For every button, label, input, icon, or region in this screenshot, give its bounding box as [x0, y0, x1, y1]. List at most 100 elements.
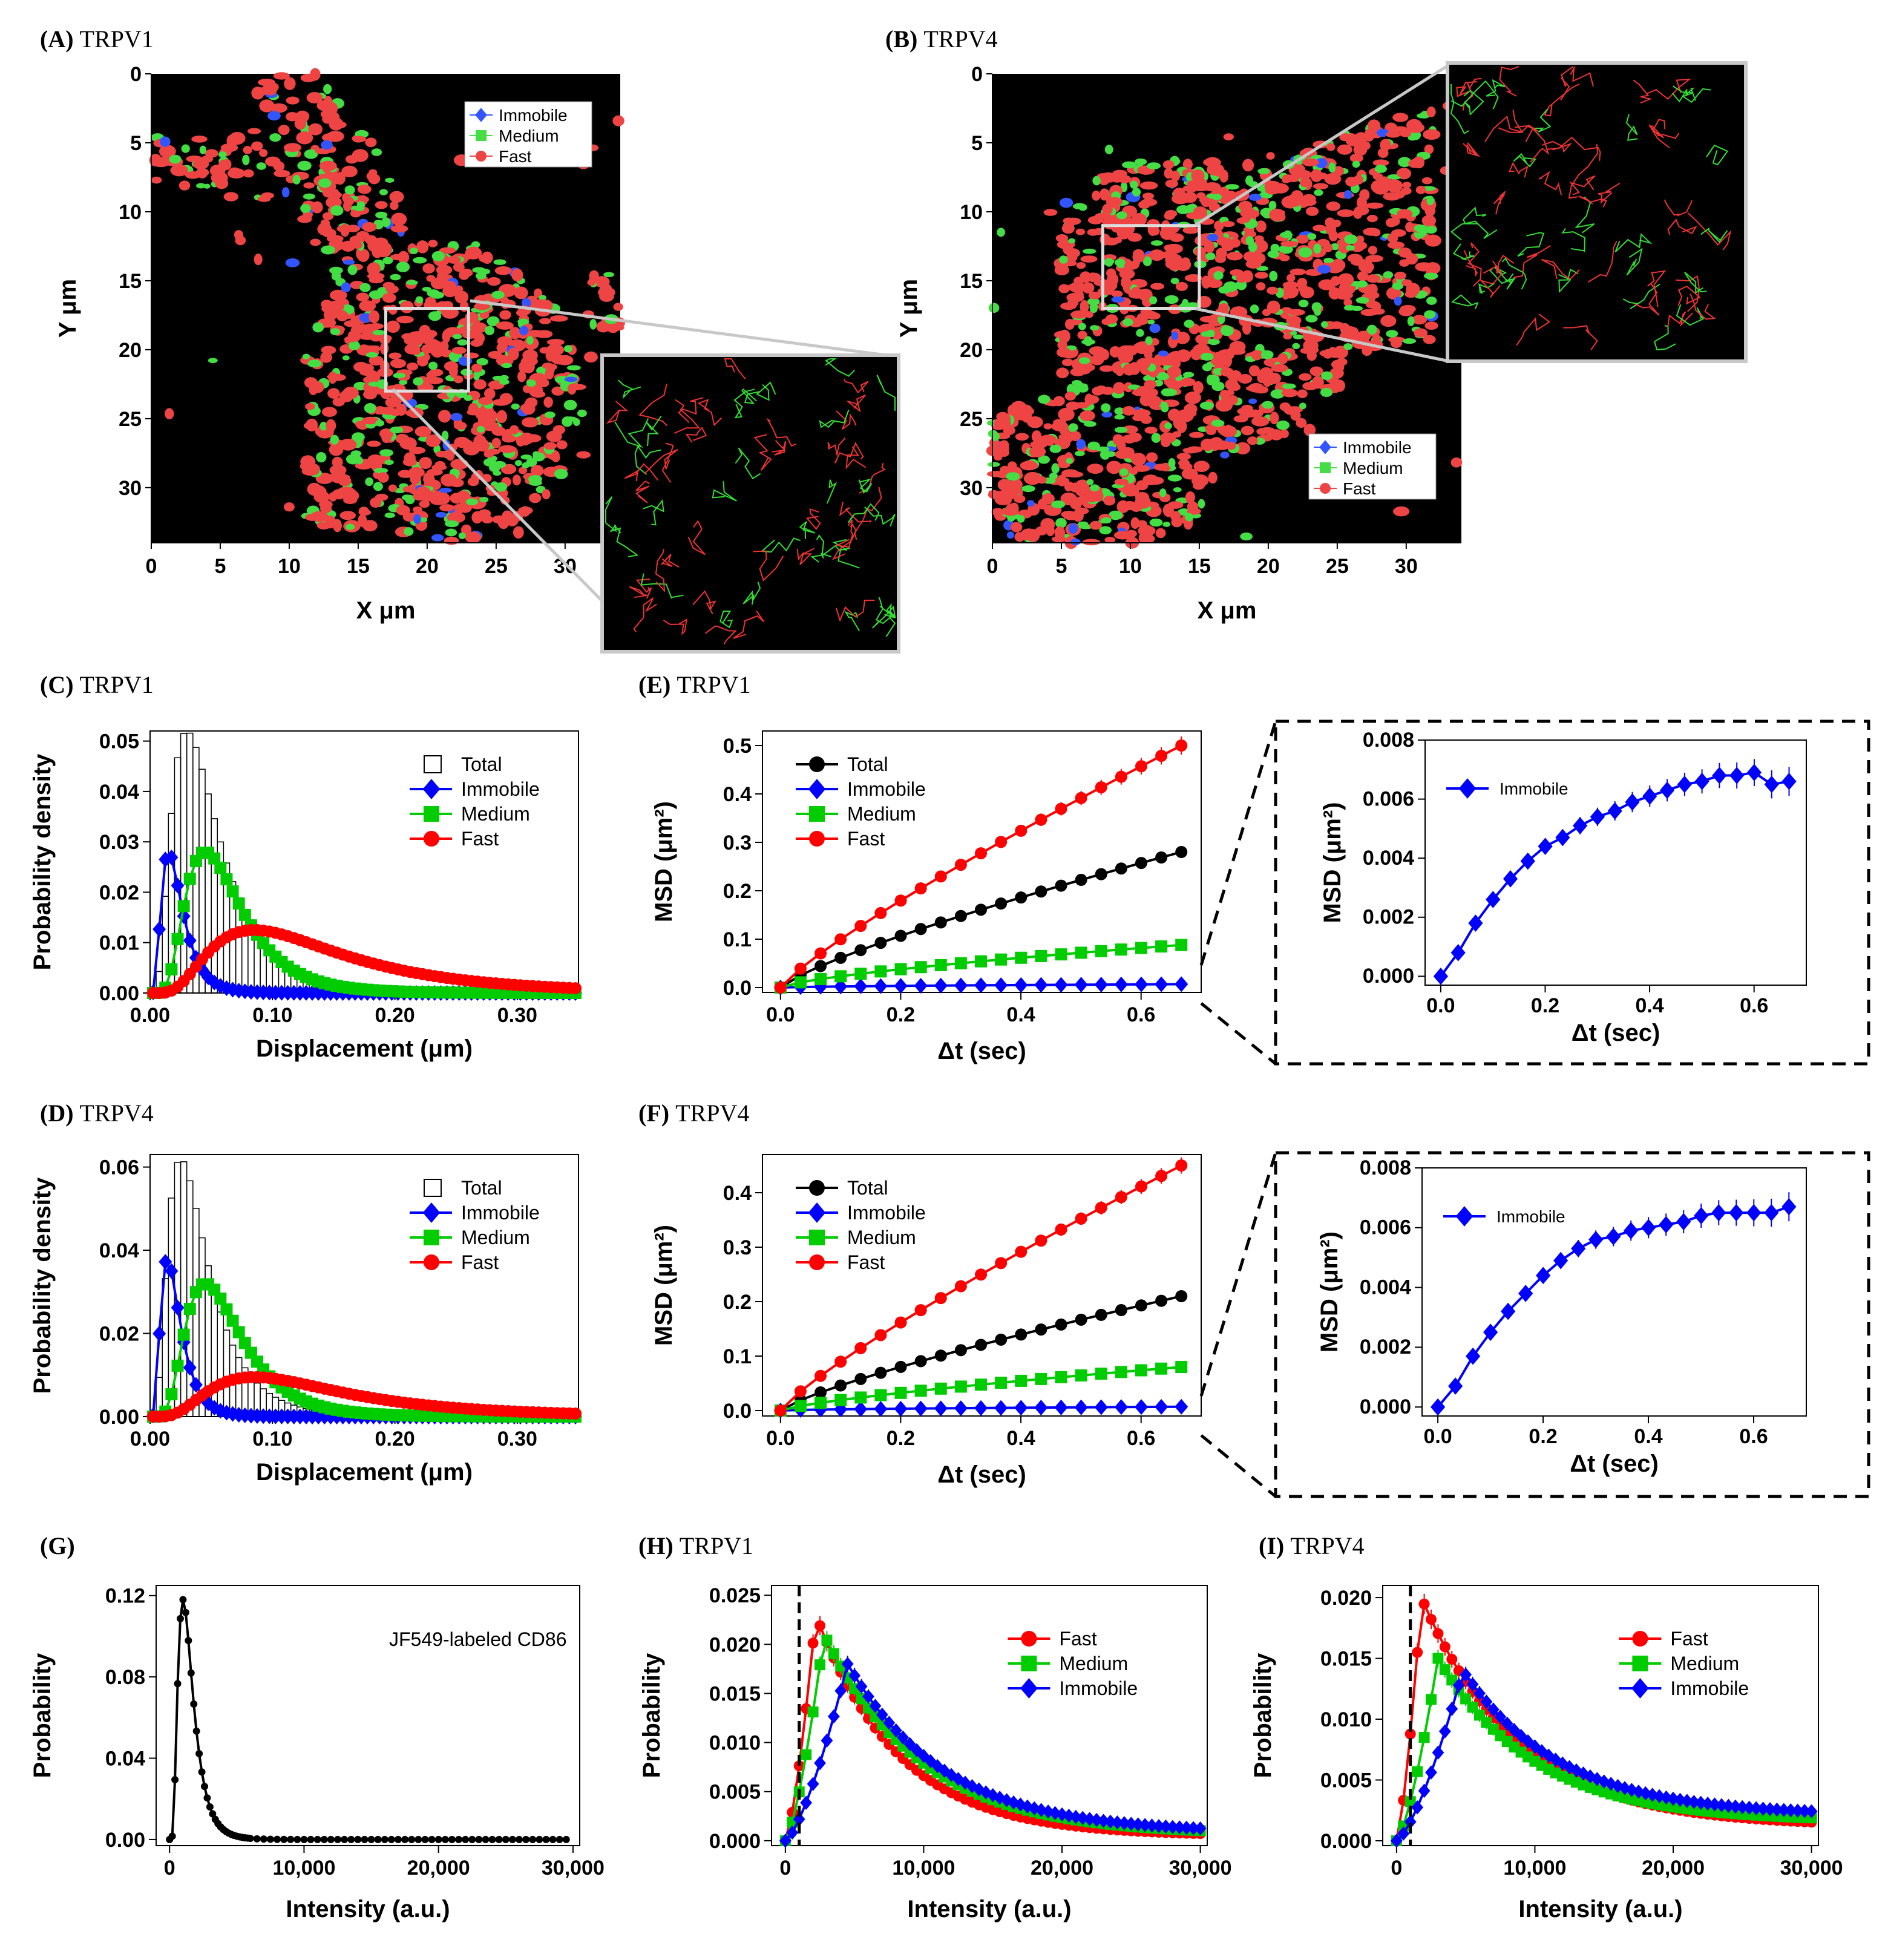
track-blob	[1057, 340, 1067, 350]
track-blob	[1398, 247, 1412, 258]
immobile-point	[1094, 977, 1108, 993]
y-tick-label: 0.000	[709, 1830, 761, 1853]
y-tick-label: 0.015	[1320, 1647, 1372, 1670]
inset-track	[697, 399, 723, 427]
immobile-point	[1659, 781, 1675, 799]
track-blob	[1296, 418, 1307, 428]
track-blob	[1084, 364, 1095, 372]
track-blob	[229, 131, 246, 145]
track-blob	[481, 251, 493, 264]
track-blob	[465, 246, 482, 260]
track-blob	[1302, 194, 1316, 204]
total-point	[1175, 1290, 1188, 1302]
immobile-point	[1805, 1804, 1818, 1818]
track-blob	[422, 263, 435, 274]
total-point	[834, 1379, 847, 1392]
intensity-point	[529, 1835, 537, 1843]
track-blob	[1313, 225, 1327, 232]
medium-point	[815, 972, 827, 985]
track-blob	[435, 512, 447, 518]
immobile-point	[1094, 1399, 1108, 1415]
y-tick-label: 0.000	[1360, 1395, 1411, 1418]
track-blob	[1118, 351, 1133, 364]
total-point	[975, 903, 988, 916]
inset-track	[1517, 232, 1545, 257]
legend-marker	[422, 779, 441, 799]
total-point	[854, 1372, 867, 1385]
track-blob	[1101, 411, 1113, 418]
track-blob	[342, 355, 350, 361]
track-blob	[1225, 389, 1234, 396]
immobile-point	[890, 1723, 902, 1738]
track-blob	[493, 461, 506, 468]
immobile-point	[1771, 1802, 1783, 1817]
track-blob	[357, 185, 372, 194]
total-point	[934, 1349, 947, 1362]
track-blob	[404, 527, 414, 536]
track-blob	[1287, 194, 1302, 207]
track-blob	[1256, 282, 1266, 290]
medium-point	[975, 955, 988, 968]
track-blob	[1113, 382, 1126, 395]
track-blob	[1196, 192, 1206, 199]
inset-track	[1501, 257, 1527, 290]
track-blob	[1011, 522, 1023, 533]
track-blob	[1406, 283, 1420, 296]
legend-marker	[475, 108, 487, 122]
track-blob	[497, 336, 513, 346]
track-blob	[1236, 272, 1247, 283]
immobile-point	[165, 1263, 179, 1279]
total-point	[1115, 1304, 1127, 1317]
medium-point	[1075, 946, 1087, 959]
y-tick-label: 0.015	[709, 1682, 761, 1705]
track-blob	[1113, 436, 1124, 445]
intensity-point	[468, 1835, 476, 1843]
track-blob	[406, 280, 418, 286]
medium-point	[165, 963, 178, 975]
medium-point	[894, 1386, 907, 1399]
track-blob	[261, 192, 275, 199]
y-tick-label: 0.08	[105, 1666, 145, 1689]
track-blob	[330, 328, 341, 335]
track-blob	[375, 387, 387, 395]
track-blob	[1215, 247, 1227, 259]
track-blob	[513, 526, 524, 539]
x-tick-label: 25	[485, 555, 508, 578]
track-blob	[465, 498, 479, 506]
y-tick-label: 0.05	[99, 730, 139, 753]
immobile-point	[1711, 1204, 1726, 1222]
track-blob	[1099, 365, 1114, 372]
x-tick-label: 0.0	[1423, 1425, 1452, 1448]
intensity-point	[502, 1835, 510, 1843]
immobile-point	[954, 1400, 968, 1417]
track-blob	[548, 364, 558, 370]
x-tick-label: 0.4	[1635, 994, 1663, 1017]
y-axis-label: Y μm	[54, 279, 81, 338]
track-blob	[390, 426, 404, 434]
panel-f-inset-msd: 0.0 0.2 0.4 0.60.0000.0020.0040.0060.008Δt …	[1316, 1156, 1807, 1477]
track-blob	[1371, 180, 1385, 194]
inset-image	[1446, 61, 1748, 363]
intensity-point	[516, 1835, 523, 1843]
track-blob	[303, 193, 315, 200]
track-blob	[439, 247, 456, 254]
y-axis-label: Probability density	[29, 753, 56, 971]
immobile-point	[1716, 1798, 1728, 1812]
fast-point	[793, 1760, 805, 1772]
track-blob	[1100, 188, 1109, 201]
immobile-point	[807, 1777, 819, 1791]
inset-track	[1614, 233, 1653, 253]
track-blob	[1122, 161, 1136, 169]
medium-point	[1418, 1732, 1430, 1743]
track-blob	[1242, 322, 1251, 335]
track-blob	[242, 154, 250, 165]
track-blob	[1240, 533, 1253, 541]
track-blob	[1142, 256, 1152, 266]
track-blob	[1053, 419, 1067, 425]
track-blob	[1107, 273, 1119, 286]
track-blob	[192, 159, 209, 169]
track-blob	[1101, 403, 1111, 413]
track-blob	[170, 164, 188, 177]
track-blob	[1092, 175, 1101, 186]
track-blob	[181, 144, 190, 153]
